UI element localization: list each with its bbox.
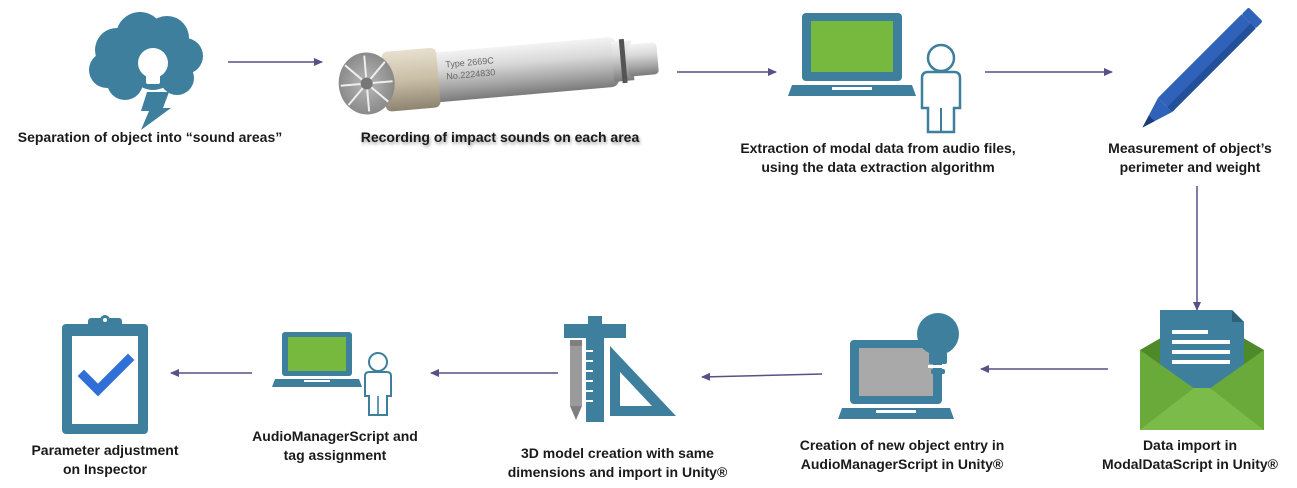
laptop-user-icon xyxy=(788,13,962,134)
step8-label-line1: AudioManagerScript and xyxy=(252,428,418,444)
step3-label-line1: Extraction of modal data from audio file… xyxy=(740,140,1016,156)
step4-label-line1: Measurement of object’s xyxy=(1108,140,1272,156)
clipboard-check-icon xyxy=(62,315,148,434)
laptop-user-icon xyxy=(272,332,392,416)
laptop-lightbulb-icon xyxy=(838,313,959,419)
arrow-6-7 xyxy=(701,372,823,381)
step7-label: 3D model creation with same dimensions a… xyxy=(480,444,755,482)
step5-label-line1: Data import in xyxy=(1142,437,1238,453)
microphone-icon: Type 2669C No.2224830 xyxy=(338,37,659,115)
step9-label-line2: on Inspector xyxy=(62,461,147,477)
brain-cloud-lightbulb-icon xyxy=(89,12,203,130)
step9-label: Parameter adjustment on Inspector xyxy=(10,441,200,479)
step2-label: Recording of impact sounds on each area xyxy=(360,129,640,145)
step6-label: Creation of new object entry in AudioMan… xyxy=(762,436,1042,474)
step8-label-line2: tag assignment xyxy=(283,447,387,463)
step7-label-line2: dimensions and import in Unity® xyxy=(507,464,728,480)
step8-label: AudioManagerScript and tag assignment xyxy=(220,427,450,465)
step3-label-line2: using the data extraction algorithm xyxy=(761,159,995,175)
step5-label: Data import in ModalDataScript in Unity® xyxy=(1085,436,1295,474)
step3-label: Extraction of modal data from audio file… xyxy=(718,139,1038,177)
step5-label-line2: ModalDataScript in Unity® xyxy=(1102,456,1278,472)
drafting-tools-icon xyxy=(564,316,676,422)
step6-label-line1: Creation of new object entry in xyxy=(799,437,1005,453)
step6-label-line2: AudioManagerScript in Unity® xyxy=(800,456,1004,472)
envelope-document-icon xyxy=(1140,310,1264,430)
pencil-icon xyxy=(1142,8,1262,128)
mic-type-text: Type 2669C xyxy=(445,55,495,69)
step9-label-line1: Parameter adjustment xyxy=(31,442,179,458)
step7-label-line1: 3D model creation with same xyxy=(521,445,714,461)
step4-label: Measurement of object’s perimeter and we… xyxy=(1090,139,1290,177)
step4-label-line2: perimeter and weight xyxy=(1119,159,1261,175)
step1-label: Separation of object into “sound areas” xyxy=(17,129,283,145)
mic-serial-text: No.2224830 xyxy=(446,67,496,81)
